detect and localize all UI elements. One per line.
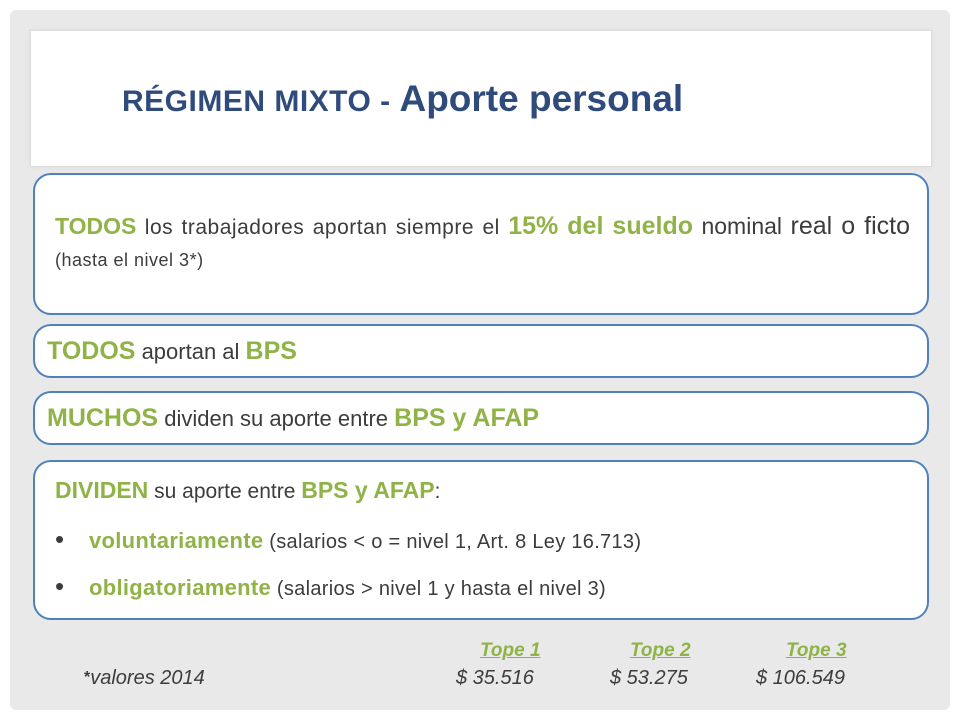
box-todos-aportan-15: TODOS los trabajadores aportan siempre e…: [33, 173, 929, 315]
box-todos-aportan-bps: TODOS aportan al BPS: [33, 324, 929, 378]
valores-label: valores 2014: [90, 667, 205, 689]
box1-percent: 15% del sueldo: [508, 212, 693, 240]
bullet-dot-icon: •: [55, 571, 65, 601]
tope-1-label: Tope 1: [480, 640, 541, 661]
box-muchos-dividen: MUCHOS dividen su aporte entre BPS y AFA…: [33, 391, 929, 445]
tope-3-label: Tope 3: [786, 640, 847, 661]
footnote-star: *: [84, 669, 91, 686]
tope-1-value: $ 35.516: [456, 667, 534, 689]
box1-text-b: nominal: [693, 213, 791, 239]
valores-2014-note: *valores 2014: [84, 667, 205, 690]
box2-todos: TODOS: [47, 337, 136, 365]
bullet-item-obligatoriamente: • obligatoriamente (salarios > nivel 1 y …: [55, 571, 606, 602]
box4-text: su aporte entre: [148, 480, 302, 503]
bullet-dot-icon: •: [55, 524, 65, 554]
title-part-2: Aporte personal: [399, 78, 684, 119]
box2-line: TODOS aportan al BPS: [47, 337, 297, 366]
bullet-detail: (salarios > nivel 1 y hasta el nivel 3): [271, 578, 606, 600]
bullet-keyword: obligatoriamente: [89, 575, 272, 600]
box2-bps: BPS: [245, 337, 297, 365]
box3-muchos: MUCHOS: [47, 404, 159, 432]
box4-bps-afap: BPS y AFAP: [301, 477, 435, 503]
box4-colon: :: [434, 480, 441, 503]
box1-text-a: los trabajadores aportan siempre el: [136, 216, 509, 239]
bullet-detail: (salarios < o = nivel 1, Art. 8 Ley 16.7…: [263, 531, 642, 553]
box2-text: aportan al: [135, 339, 246, 364]
bullet-item-voluntariamente: • voluntariamente (salarios < o = nivel 1…: [55, 524, 641, 555]
tope-2-value: $ 53.275: [610, 667, 688, 689]
box1-text: TODOS los trabajadores aportan siempre e…: [55, 211, 910, 275]
box-dividen-aporte: DIVIDEN su aporte entre BPS y AFAP: • vol…: [33, 460, 929, 620]
tope-3-value: $ 106.549: [756, 667, 845, 689]
box1-text-d: (hasta el nivel 3*): [55, 250, 204, 270]
slide-title: RÉGIMEN MIXTO - Aporte personal: [122, 78, 683, 120]
box3-bps-afap: BPS y AFAP: [394, 404, 540, 432]
title-band: [30, 30, 932, 167]
bullet-keyword: voluntariamente: [89, 528, 264, 553]
box4-dividen: DIVIDEN: [55, 477, 149, 503]
box1-todos: TODOS: [55, 213, 137, 239]
box3-line: MUCHOS dividen su aporte entre BPS y AFA…: [47, 404, 539, 433]
box1-text-c: real o ficto: [790, 212, 911, 240]
title-part-1: RÉGIMEN MIXTO -: [122, 85, 400, 118]
box4-heading: DIVIDEN su aporte entre BPS y AFAP:: [55, 477, 440, 504]
box3-text: dividen su aporte entre: [158, 406, 395, 431]
tope-2-label: Tope 2: [630, 640, 691, 661]
